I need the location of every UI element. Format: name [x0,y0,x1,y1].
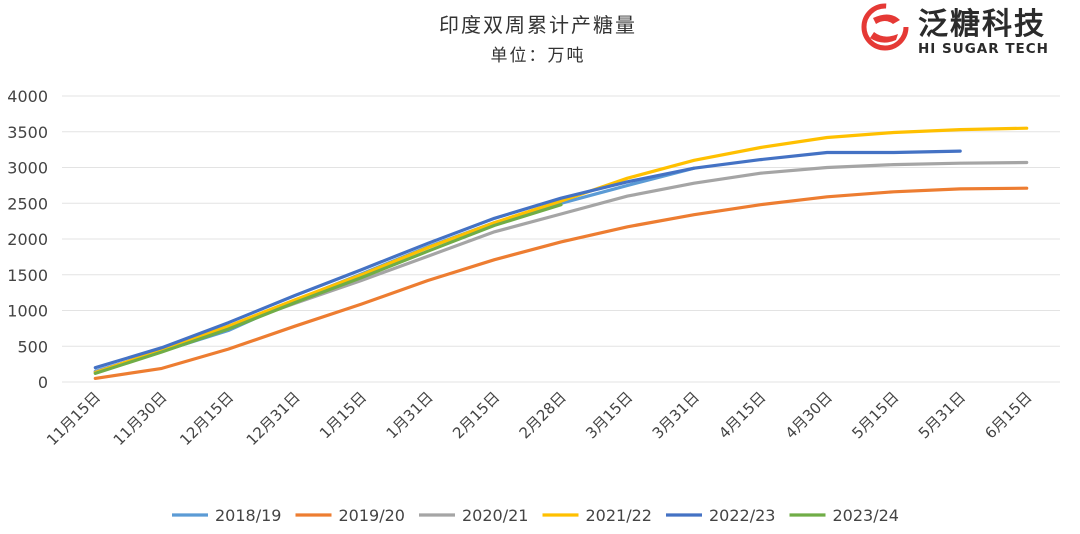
x-tick-label: 4月30日 [782,388,836,442]
x-tick-label: 3月15日 [582,388,636,442]
x-tick-label: 4月15日 [715,388,769,442]
series-line-2020-21 [93,160,1029,374]
legend-label: 2022/23 [709,506,775,525]
x-tick-label: 12月15日 [176,388,237,449]
legend-item: 2023/24 [789,506,899,525]
sugar-logo-icon [861,3,909,51]
y-tick-label: 3500 [7,123,48,142]
legend-item: 2019/20 [295,506,405,525]
brand-logo: 泛糖科技 HI SUGAR TECH [861,3,1049,57]
legend: 2018/19 2019/20 2020/21 2021/22 2022/23 2023/… [172,506,899,525]
series-lines [93,126,1029,380]
legend-label: 2018/19 [215,506,281,525]
brand-name-cn: 泛糖科技 [918,7,1046,42]
x-axis-ticks: 11月15日 11月30日 12月15日 12月31日 1月15日 1月31日 2月15日 2… [43,388,1035,449]
x-tick-label: 12月31日 [243,388,304,449]
y-tick-label: 3000 [7,159,48,178]
grid-lines [62,95,1060,383]
brand-name-en: HI SUGAR TECH [918,41,1049,57]
y-tick-label: 0 [38,373,48,392]
series-line-2019-20 [93,186,1029,380]
y-tick-label: 500 [17,337,48,356]
x-tick-label: 5月31日 [915,388,969,442]
legend-item: 2020/21 [419,506,528,525]
y-tick-label: 1000 [7,302,48,321]
legend-item: 2021/22 [542,506,652,525]
x-tick-label: 11月30日 [110,388,171,449]
y-axis-ticks: 0 500 1000 1500 2000 2500 3000 3500 4000 [7,87,48,392]
y-tick-label: 2500 [7,194,48,213]
series-line-2021-22 [93,126,1029,375]
y-tick-label: 1500 [7,266,48,285]
x-tick-label: 3月31日 [649,388,703,442]
chart-title: 印度双周累计产糖量 [439,13,637,37]
legend-label: 2021/22 [586,506,652,525]
x-tick-label: 2月15日 [449,388,503,442]
series-line-2022-23 [93,149,962,370]
legend-label: 2020/21 [462,506,528,525]
legend-item: 2022/23 [666,506,775,525]
x-tick-label: 2月28日 [516,388,570,442]
x-tick-label: 6月15日 [981,388,1035,442]
legend-item: 2018/19 [172,506,281,525]
x-tick-label: 11月15日 [43,388,104,449]
y-tick-label: 4000 [7,87,48,106]
x-tick-label: 5月15日 [848,388,902,442]
x-tick-label: 1月31日 [383,388,437,442]
series-line-2023-24 [93,203,563,375]
x-tick-label: 1月15日 [316,388,370,442]
legend-label: 2019/20 [339,506,405,525]
chart-subtitle: 单位：万吨 [491,46,586,66]
legend-label: 2023/24 [833,506,899,525]
y-tick-label: 2000 [7,230,48,249]
